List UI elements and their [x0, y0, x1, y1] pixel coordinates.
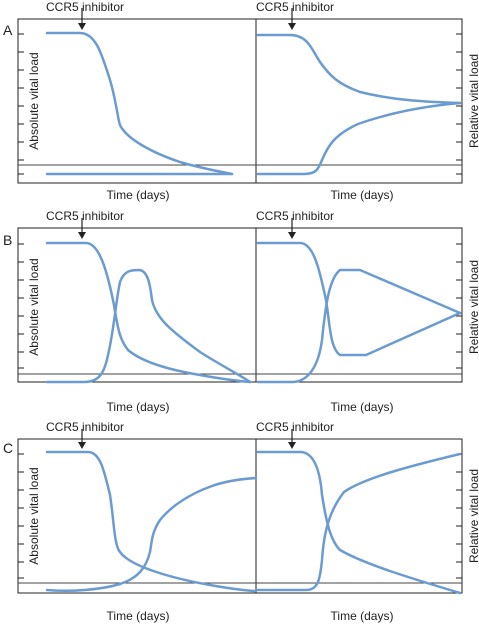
- panel-b-right-ticks: [456, 243, 462, 369]
- panel-b-left-annotation: CCR5 inhibitor: [46, 209, 124, 223]
- panel-b-right-annotation: CCR5 inhibitor: [256, 209, 334, 223]
- panel-a-letter: A: [3, 22, 13, 38]
- panel-c-right-ylabel: Relative vital load: [467, 469, 479, 563]
- panel-b-right-xlabel: Time (days): [331, 400, 394, 414]
- panel-a-left-ticks: [18, 33, 24, 175]
- panel-a-right-xlabel: Time (days): [331, 188, 394, 202]
- panel-b-left-decline-curve: [45, 241, 252, 384]
- panel-b-left-arrow: [78, 218, 86, 239]
- panel-c: C CCR5 inhibitor CCR5 inhibit: [3, 420, 479, 623]
- panel-a: A CCR5 inhibitor CCR5 inhibit: [3, 0, 479, 202]
- panel-a-right-rise-curve: [256, 101, 462, 176]
- panel-a-right-arrow: [288, 8, 296, 30]
- panel-c-letter: C: [3, 440, 13, 456]
- panel-a-right-ticks: [456, 33, 462, 175]
- panel-c-right-rise-curve: [256, 452, 462, 592]
- panel-b-left-transient-curve: [45, 268, 252, 384]
- panel-a-right-ylabel: Relative vital load: [467, 54, 479, 148]
- panel-a-left-annotation: CCR5 inhibitor: [46, 0, 124, 14]
- panel-c-right-decline-curve: [256, 450, 462, 595]
- panel-b-left-ylabel: Absolute vital load: [27, 258, 41, 355]
- panel-a-left-ylabel: Absolute vital load: [27, 52, 41, 149]
- panel-b-right-decline-curve: [256, 241, 462, 357]
- panel-c-right-arrow: [288, 429, 296, 449]
- panel-b-right-ylabel: Relative vital load: [467, 260, 479, 354]
- panel-b-right-arrow: [288, 218, 296, 239]
- panel-c-left-rise-curve: [45, 476, 258, 592]
- panel-b-letter: B: [3, 232, 12, 248]
- panel-c-right-xlabel: Time (days): [331, 609, 394, 623]
- panel-b-frame: [17, 227, 463, 383]
- panel-a-left-xlabel: Time (days): [107, 188, 170, 202]
- panel-c-left-ylabel: Absolute vital load: [27, 467, 41, 564]
- panel-b-right-rise-curve: [256, 268, 462, 384]
- panel-a-right-decline-curve: [256, 33, 462, 105]
- panel-b: B CCR5 inhibitor CCR5 inhibit: [3, 209, 479, 414]
- panel-c-left-arrow: [78, 429, 86, 449]
- panel-c-right-annotation: CCR5 inhibitor: [256, 420, 334, 434]
- panel-c-left-ticks: [18, 453, 24, 579]
- panel-a-frame: [17, 18, 463, 184]
- panel-a-left-decline-curve: [45, 31, 234, 176]
- panel-a-left-arrow: [78, 8, 86, 30]
- panel-b-left-ticks: [18, 243, 24, 369]
- panel-c-left-annotation: CCR5 inhibitor: [46, 420, 124, 434]
- panel-c-left-decline-curve: [45, 450, 258, 593]
- panel-a-right-annotation: CCR5 inhibitor: [256, 0, 334, 14]
- panel-c-frame: [17, 438, 463, 594]
- panel-b-left-xlabel: Time (days): [107, 400, 170, 414]
- panel-c-left-xlabel: Time (days): [107, 609, 170, 623]
- panel-c-right-ticks: [456, 453, 462, 579]
